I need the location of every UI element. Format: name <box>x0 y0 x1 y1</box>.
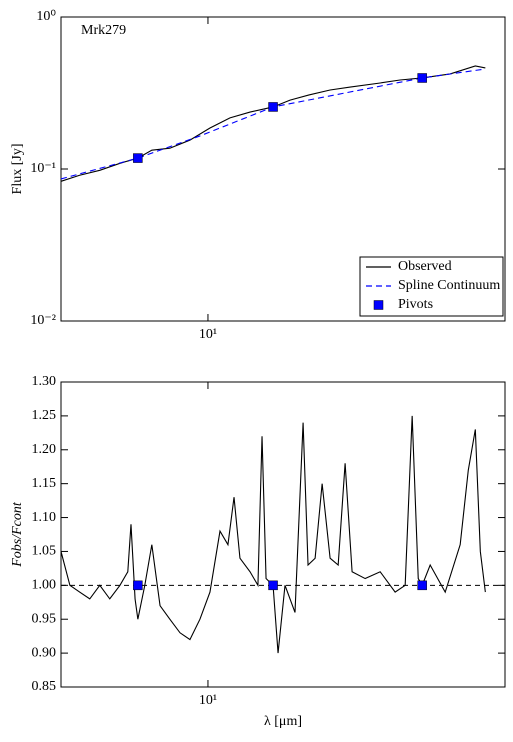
spectrum-line <box>60 415 486 654</box>
y-tick-label: 1.10 <box>32 510 57 525</box>
pivot-marker <box>417 73 427 83</box>
y-axis-label: Fobs/Fcont <box>10 501 25 568</box>
y-tick-label: 1.30 <box>32 374 57 389</box>
x-axis-label: λ [μm] <box>264 714 302 729</box>
pivot-marker <box>268 580 278 591</box>
pivot-marker <box>417 580 427 591</box>
x-tick-label: 10¹ <box>199 327 217 342</box>
annotation: Mrk279 <box>81 23 126 38</box>
spline-line <box>60 68 486 180</box>
pivot-marker <box>133 580 143 591</box>
legend-box <box>359 256 504 317</box>
y-tick-label: 0.95 <box>32 611 57 626</box>
y-tick-label: 1.00 <box>32 578 57 593</box>
legend-swatch <box>373 300 384 310</box>
legend-label: Spline Continuum <box>398 278 500 293</box>
y-tick-label: 1.20 <box>32 442 57 457</box>
y-tick-label: 1.15 <box>32 476 57 491</box>
legend-label: Pivots <box>398 297 433 312</box>
pivot-marker <box>133 153 143 163</box>
y-tick-label: 1.05 <box>32 544 57 559</box>
y-tick-label: 0.85 <box>32 679 57 694</box>
y-tick-label: 0.90 <box>32 645 57 660</box>
y-tick-label: 10⁰ <box>36 9 56 24</box>
legend-label: Observed <box>398 259 452 274</box>
plot-frame <box>60 381 506 688</box>
y-tick-label: 10⁻² <box>30 313 56 328</box>
y-tick-label: 10⁻¹ <box>30 161 56 176</box>
y-axis-label: Flux [Jy] <box>10 144 25 195</box>
x-tick-label: 10¹ <box>199 693 217 708</box>
pivot-marker <box>268 102 278 112</box>
y-tick-label: 1.25 <box>32 408 57 423</box>
